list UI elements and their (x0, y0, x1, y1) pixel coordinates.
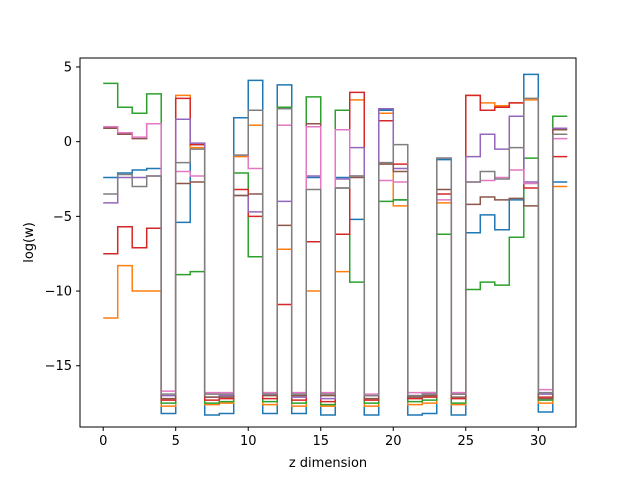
y-tick-label: 0 (64, 135, 72, 150)
x-tick-label: 10 (240, 434, 257, 449)
x-axis-label: z dimension (289, 456, 367, 471)
axes-frame (79, 57, 577, 428)
y-tick-label: −15 (45, 359, 72, 374)
y-ticks: 5 0 −5 −10 −15 (45, 60, 80, 374)
x-tick-label: 0 (99, 434, 107, 449)
y-axis-label: log(w) (22, 222, 37, 263)
y-tick-label: −5 (53, 210, 72, 225)
y-tick-label: −10 (45, 285, 72, 300)
x-tick-label: 30 (530, 434, 547, 449)
series-group (103, 73, 568, 416)
x-tick-label: 5 (172, 434, 180, 449)
x-ticks: 0 5 10 15 20 25 30 (99, 427, 547, 449)
x-tick-label: 25 (458, 434, 475, 449)
series-line-7 (103, 97, 568, 397)
x-tick-label: 20 (385, 434, 402, 449)
y-tick-label: 5 (64, 60, 72, 75)
x-tick-label: 15 (312, 434, 329, 449)
